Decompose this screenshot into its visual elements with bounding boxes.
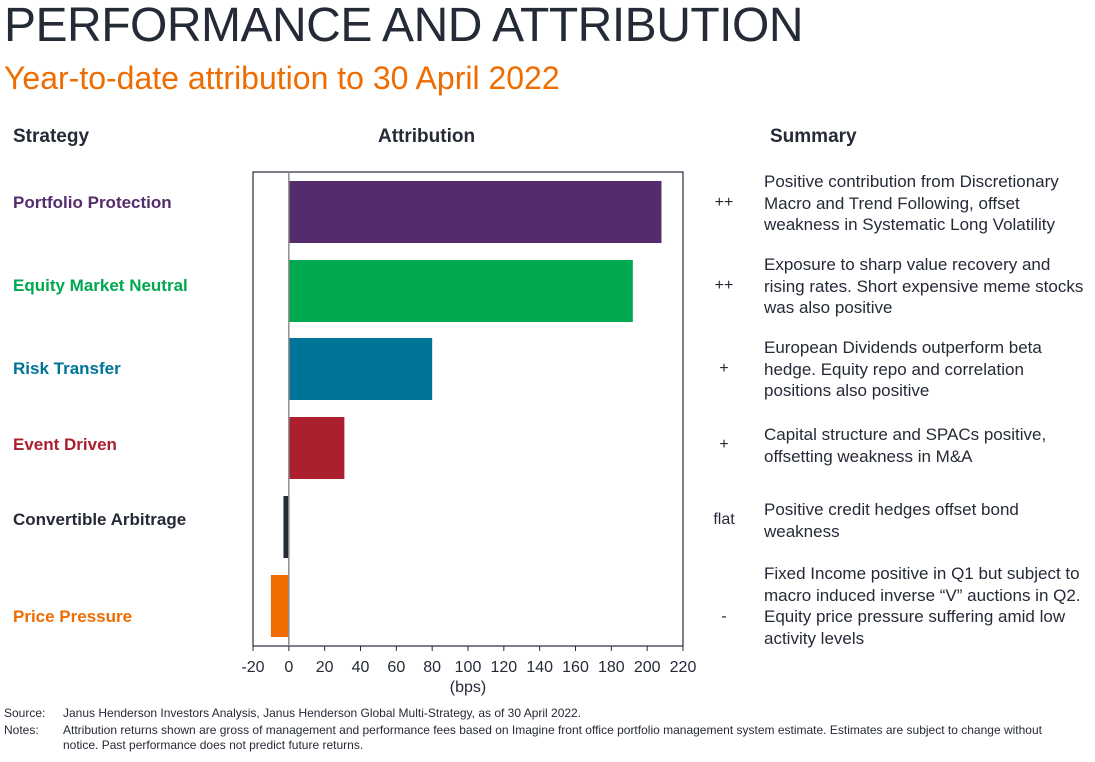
summary-text: Capital structure and SPACs positive, of… — [764, 425, 1047, 466]
page-subtitle: Year-to-date attribution to 30 April 202… — [4, 60, 560, 96]
bar-equity-market-neutral — [288, 260, 633, 322]
strategy-label: Risk Transfer — [13, 359, 121, 378]
strategy-label: Portfolio Protection — [13, 193, 172, 212]
strategy-label: Convertible Arbitrage — [13, 510, 187, 529]
bar-price-pressure — [270, 575, 289, 637]
signal-indicator: ++ — [714, 277, 734, 294]
x-tick-label: 120 — [490, 659, 517, 676]
x-tick-label: 200 — [634, 659, 661, 676]
notes-text: Attribution returns shown are gross of m… — [63, 723, 1042, 752]
source-label: Source: — [4, 706, 46, 720]
source-text: Janus Henderson Investors Analysis, Janu… — [63, 706, 582, 720]
strategy-label: Equity Market Neutral — [13, 276, 188, 295]
bar-event-driven — [288, 417, 345, 479]
column-header-strategy: Strategy — [13, 126, 90, 147]
bar-convertible-arbitrage — [283, 496, 289, 558]
plot-frame — [252, 171, 684, 647]
x-tick-label: 180 — [598, 659, 625, 676]
x-axis-label: (bps) — [450, 679, 486, 696]
x-tick-label: 0 — [284, 659, 293, 676]
notes-label: Notes: — [4, 723, 39, 737]
signal-indicator: - — [721, 608, 727, 625]
signal-indicator: + — [719, 360, 729, 377]
x-tick-label: 160 — [562, 659, 589, 676]
bar-risk-transfer — [288, 338, 433, 400]
summary-text: Positive contribution from Discretionary… — [764, 172, 1059, 234]
column-header-summary: Summary — [770, 126, 857, 147]
column-header-attribution: Attribution — [378, 126, 476, 147]
signal-indicator: flat — [713, 511, 735, 528]
footer-source: Source: Janus Henderson Investors Analys… — [4, 706, 1094, 721]
x-tick-label: -20 — [241, 659, 264, 676]
page-title: PERFORMANCE AND ATTRIBUTION — [4, 0, 804, 52]
signal-indicator: ++ — [714, 194, 734, 211]
x-tick-label: 220 — [670, 659, 697, 676]
x-tick-label: 140 — [526, 659, 553, 676]
summary-text: Exposure to sharp value recovery and ris… — [764, 255, 1084, 317]
signal-indicator: + — [719, 436, 729, 453]
summary-text: European Dividends outperform beta hedge… — [764, 338, 1042, 400]
footer-notes: Notes: Attribution returns shown are gro… — [4, 723, 1094, 755]
x-tick-label: 60 — [387, 659, 405, 676]
summary-text: Fixed Income positive in Q1 but subject … — [764, 564, 1081, 648]
x-tick-label: 40 — [352, 659, 370, 676]
x-tick-label: 80 — [423, 659, 441, 676]
bar-portfolio-protection — [288, 181, 662, 243]
x-tick-label: 100 — [455, 659, 482, 676]
summary-text: Positive credit hedges offset bond weakn… — [764, 500, 1019, 541]
x-tick-label: 20 — [316, 659, 334, 676]
strategy-label: Price Pressure — [13, 607, 133, 626]
strategy-label: Event Driven — [13, 435, 117, 454]
